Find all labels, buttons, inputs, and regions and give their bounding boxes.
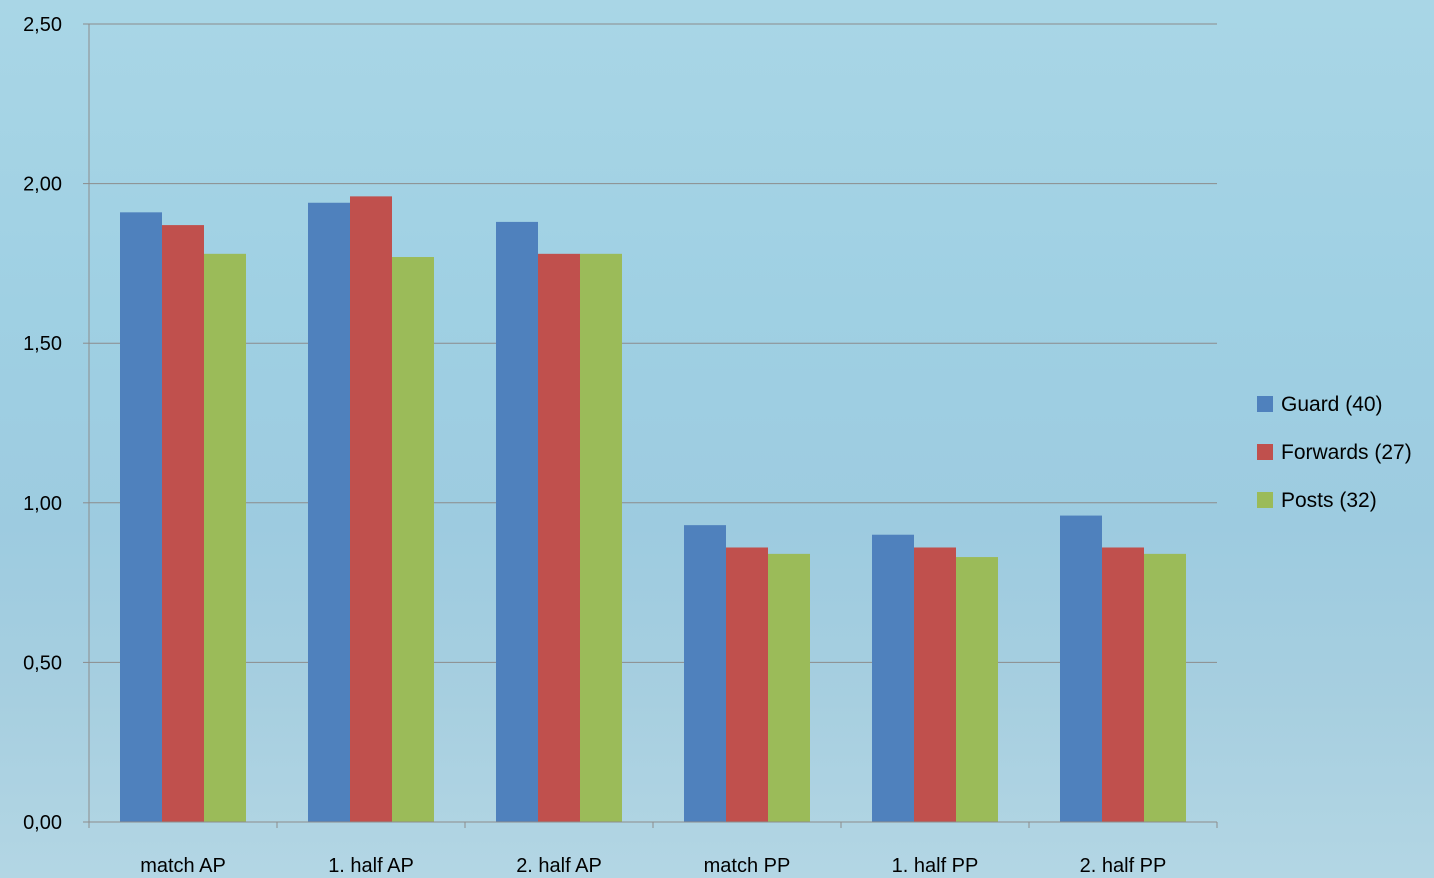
y-tick-label: 2,00 bbox=[23, 174, 62, 196]
bar-guard bbox=[496, 221, 538, 823]
y-tick-label: 0,00 bbox=[23, 812, 62, 834]
gridlines bbox=[89, 23, 1217, 663]
bar-posts bbox=[768, 553, 810, 822]
bar-forwards bbox=[350, 196, 392, 823]
bar-posts bbox=[1144, 553, 1186, 822]
bar-forwards bbox=[162, 225, 204, 822]
bars bbox=[120, 196, 1186, 823]
x-tick-label: 2. half PP bbox=[1080, 855, 1167, 877]
bar-posts bbox=[204, 253, 246, 823]
bar-posts bbox=[956, 557, 998, 822]
legend-label: Posts (32) bbox=[1281, 489, 1377, 512]
bar-forwards bbox=[726, 547, 768, 822]
x-tick-label: 1. half PP bbox=[892, 855, 979, 877]
x-tick-label: match AP bbox=[140, 855, 226, 877]
x-tick-label: match PP bbox=[704, 855, 791, 877]
legend-label: Forwards (27) bbox=[1281, 441, 1412, 464]
legend-swatch bbox=[1257, 444, 1273, 460]
y-tick-label: 1,00 bbox=[23, 493, 62, 515]
bar-posts bbox=[392, 257, 434, 822]
bar-guard bbox=[308, 202, 350, 822]
bar-posts bbox=[580, 253, 622, 823]
bar-forwards bbox=[914, 547, 956, 822]
bar-guard bbox=[120, 212, 162, 822]
bar-forwards bbox=[1102, 547, 1144, 822]
bar-forwards bbox=[538, 253, 580, 823]
bar-guard bbox=[684, 525, 726, 822]
x-axis: match AP 1. half AP 2. half AP match PP 1. h… bbox=[88, 821, 1218, 877]
legend-swatch bbox=[1257, 396, 1273, 412]
y-axis: 0,00 0,50 1,00 1,50 2,00 2,50 bbox=[23, 14, 90, 834]
y-tick-label: 1,50 bbox=[23, 333, 62, 355]
bar-guard bbox=[1060, 515, 1102, 822]
x-tick-label: 2. half AP bbox=[516, 855, 602, 877]
y-tick-label: 2,50 bbox=[23, 14, 62, 36]
legend: Guard (40) Forwards (27) Posts (32) bbox=[1257, 393, 1412, 512]
y-tick-label: 0,50 bbox=[23, 652, 62, 674]
legend-label: Guard (40) bbox=[1281, 393, 1383, 416]
x-tick-label: 1. half AP bbox=[328, 855, 414, 877]
legend-swatch bbox=[1257, 492, 1273, 508]
bar-guard bbox=[872, 534, 914, 822]
